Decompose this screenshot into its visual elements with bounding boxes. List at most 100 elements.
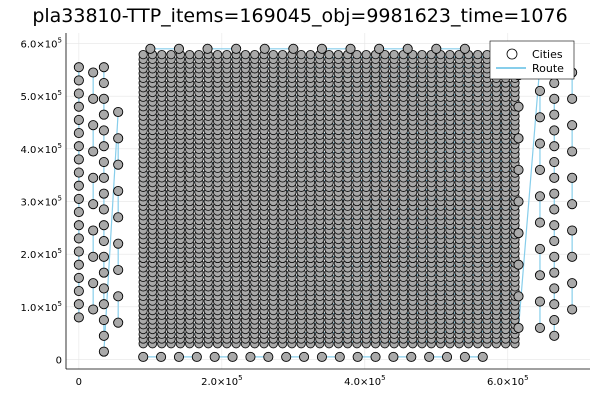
- city-point: [534, 270, 546, 281]
- city-point: [534, 217, 546, 228]
- city-point: [388, 351, 399, 362]
- y-tick-label: 5.0×105: [21, 89, 62, 103]
- city-point: [185, 49, 195, 60]
- city-point: [250, 49, 260, 60]
- city-point: [156, 351, 167, 362]
- legend-route-label: Route: [532, 62, 564, 75]
- city-point: [316, 351, 327, 362]
- city-point: [202, 43, 213, 54]
- city-point: [534, 164, 546, 175]
- city-point: [73, 286, 84, 297]
- city-point: [513, 291, 524, 302]
- cities-layer: [73, 43, 578, 362]
- city-point: [263, 351, 274, 362]
- city-point: [513, 322, 524, 333]
- x-tick-labels: 0 2.0×105 4.0×105 6.0×105: [76, 374, 529, 388]
- legend-cities-marker: [506, 48, 518, 60]
- city-point: [98, 346, 109, 357]
- city-point: [299, 351, 310, 362]
- city-point: [98, 267, 109, 278]
- chart-title: pla33810-TTP_items=169045_obj=9981623_ti…: [32, 5, 567, 27]
- city-point: [352, 351, 363, 362]
- city-point: [98, 204, 109, 215]
- city-point: [534, 296, 546, 307]
- x-tick-label: 0: [76, 377, 82, 388]
- city-point: [567, 225, 578, 236]
- city-point: [477, 351, 488, 362]
- city-point: [305, 49, 316, 60]
- city-point: [98, 314, 109, 326]
- city-point: [113, 238, 124, 249]
- city-point: [361, 49, 371, 60]
- city-point: [370, 351, 381, 362]
- y-tick-label: 1.0×105: [21, 300, 62, 314]
- city-point: [73, 193, 84, 204]
- city-point: [316, 43, 327, 54]
- city-point: [549, 220, 560, 231]
- city-point: [231, 43, 242, 54]
- city-point: [73, 141, 84, 152]
- city-point: [549, 235, 560, 247]
- city-point: [88, 93, 99, 104]
- city-point: [73, 207, 84, 218]
- legend-cities-label: Cities: [532, 48, 563, 61]
- city-point: [549, 172, 560, 183]
- y-tick-label: 3.0×105: [21, 195, 62, 209]
- city-point: [402, 43, 413, 54]
- city-point: [98, 77, 109, 89]
- city-point: [145, 43, 156, 54]
- city-point: [88, 199, 99, 210]
- city-point: [513, 259, 524, 270]
- plot-area: [73, 43, 578, 362]
- city-point: [406, 351, 417, 362]
- city-point: [549, 204, 560, 215]
- city-point: [73, 259, 84, 270]
- city-point: [567, 93, 578, 104]
- city-point: [534, 322, 546, 333]
- city-point: [191, 351, 202, 362]
- city-point: [288, 43, 299, 54]
- city-point: [567, 120, 578, 131]
- x-tick-label: 4.0×105: [344, 374, 385, 388]
- city-point: [549, 109, 560, 120]
- route-segment: [103, 111, 119, 352]
- city-point: [296, 49, 306, 60]
- city-point: [73, 88, 84, 99]
- city-point: [549, 125, 560, 136]
- city-point: [513, 164, 524, 175]
- x-tick-label: 2.0×105: [201, 374, 242, 388]
- city-point: [352, 49, 362, 60]
- city-point: [98, 220, 109, 231]
- city-point: [194, 49, 204, 60]
- city-point: [549, 314, 560, 326]
- city-point: [73, 272, 84, 283]
- city-point: [534, 243, 546, 254]
- y-tick-label: 0: [56, 356, 62, 367]
- city-point: [534, 112, 546, 123]
- city-point: [567, 146, 578, 157]
- city-point: [73, 180, 84, 191]
- city-point: [534, 85, 546, 96]
- city-point: [73, 114, 84, 125]
- city-point: [345, 43, 356, 54]
- city-point: [281, 351, 292, 362]
- city-point: [549, 299, 560, 310]
- city-point: [98, 235, 109, 247]
- city-point: [389, 49, 399, 60]
- city-point: [88, 120, 99, 131]
- city-point: [73, 167, 84, 178]
- city-point: [212, 49, 223, 60]
- city-point: [459, 351, 470, 362]
- city-point: [441, 351, 453, 362]
- city-point: [173, 351, 184, 362]
- city-point: [227, 351, 238, 362]
- city-point: [333, 49, 344, 60]
- city-point: [424, 351, 435, 362]
- legend-box: [489, 40, 575, 80]
- city-point: [173, 43, 184, 54]
- city-point: [259, 43, 270, 54]
- city-point: [324, 49, 334, 60]
- axes: [65, 33, 590, 370]
- city-point: [73, 233, 84, 244]
- city-point: [473, 49, 483, 60]
